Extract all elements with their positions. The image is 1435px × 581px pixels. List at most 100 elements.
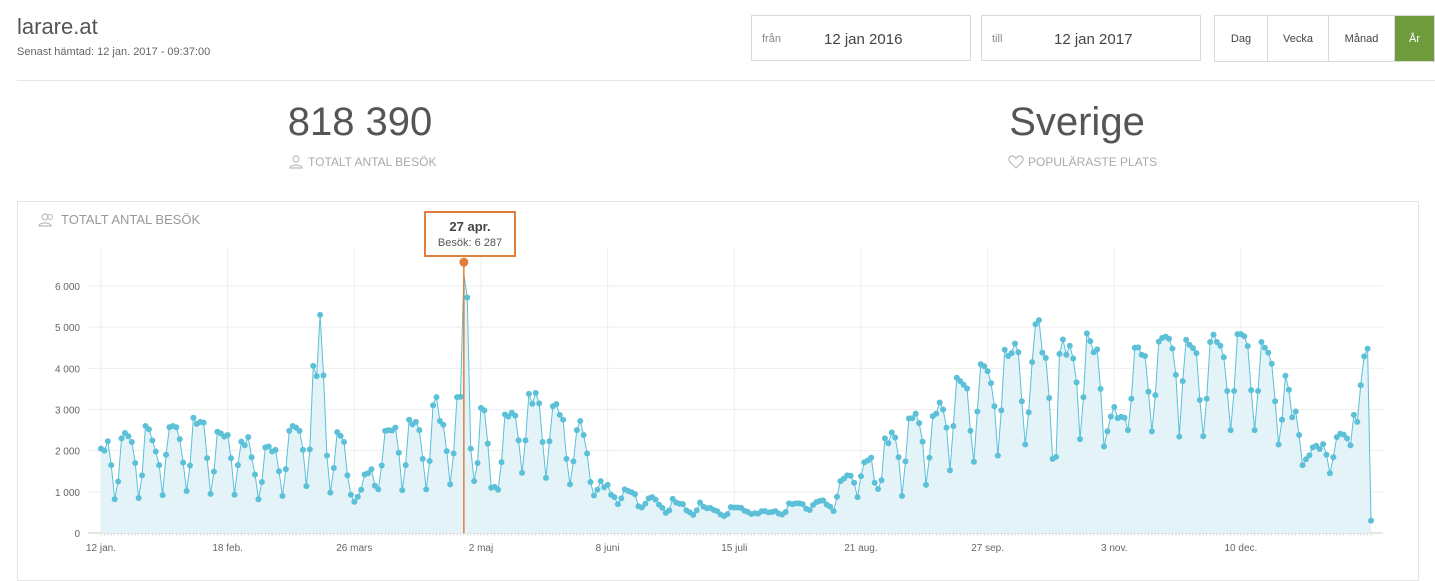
period-year-button[interactable]: År	[1395, 16, 1434, 61]
data-point	[577, 418, 584, 425]
data-point	[519, 469, 526, 476]
data-point	[1059, 336, 1066, 343]
data-point	[1368, 517, 1374, 524]
data-point	[1244, 343, 1251, 350]
data-point	[998, 407, 1005, 414]
date-from-value[interactable]: 12 jan 2016	[824, 31, 903, 48]
users-icon	[38, 212, 53, 227]
data-point	[1070, 355, 1077, 362]
data-point	[902, 458, 909, 465]
data-point	[139, 472, 146, 479]
data-point	[228, 455, 235, 462]
data-point	[1001, 346, 1008, 353]
data-point	[187, 462, 194, 469]
data-point	[1046, 394, 1053, 401]
data-point	[974, 408, 981, 415]
data-point	[1066, 342, 1073, 349]
data-point	[207, 490, 214, 497]
data-point	[590, 492, 597, 499]
data-point	[888, 429, 895, 436]
data-point	[286, 427, 293, 434]
data-point	[1124, 427, 1131, 434]
period-day-button[interactable]: Dag	[1215, 16, 1268, 61]
data-point	[200, 419, 207, 426]
data-point	[919, 438, 926, 445]
date-to-field[interactable]: till 12 jan 2017	[981, 15, 1201, 61]
data-point	[111, 496, 118, 503]
data-point	[341, 439, 348, 446]
data-point	[522, 437, 529, 444]
data-point	[970, 458, 977, 465]
data-point	[666, 507, 673, 514]
data-point	[330, 464, 337, 471]
period-week-button[interactable]: Vecka	[1268, 16, 1329, 61]
data-point	[1248, 387, 1255, 394]
data-point	[981, 363, 988, 370]
data-point	[1073, 379, 1080, 386]
data-point	[1100, 443, 1107, 450]
data-point	[570, 458, 577, 465]
data-point	[1278, 416, 1285, 423]
data-point	[916, 420, 923, 427]
data-point	[416, 427, 423, 434]
x-tick-label: 21 aug.	[844, 543, 877, 554]
data-point	[1203, 395, 1210, 402]
data-point	[347, 491, 354, 498]
user-icon	[289, 155, 303, 169]
data-point	[1032, 321, 1039, 328]
data-point	[156, 462, 163, 469]
data-point	[1354, 418, 1361, 425]
data-point	[1039, 349, 1046, 356]
x-tick-label: 2 maj	[469, 543, 493, 554]
data-point	[412, 418, 419, 425]
data-point	[1179, 378, 1186, 385]
x-tick-label: 3 nov.	[1101, 543, 1128, 554]
data-point	[1063, 351, 1070, 358]
data-point	[553, 401, 560, 408]
date-from-field[interactable]: från 12 jan 2016	[751, 15, 971, 61]
period-selector: Dag Vecka Månad År	[1214, 15, 1435, 62]
data-point	[1316, 446, 1323, 453]
data-point	[484, 440, 491, 447]
data-point	[724, 511, 731, 518]
data-point	[176, 436, 183, 443]
site-name: larare.at	[17, 14, 98, 39]
last-fetched: Senast hämtad: 12 jan. 2017 - 09:37:00	[17, 46, 211, 58]
data-point	[1285, 386, 1292, 393]
date-to-value[interactable]: 12 jan 2017	[1054, 31, 1133, 48]
data-point	[135, 495, 142, 502]
data-point	[1193, 350, 1200, 357]
data-point	[652, 496, 659, 503]
y-tick-label: 4 000	[55, 364, 80, 375]
data-point	[1169, 345, 1176, 352]
data-point	[392, 424, 399, 431]
data-point	[344, 472, 351, 479]
data-point	[471, 478, 478, 485]
data-point	[204, 455, 211, 462]
x-tick-label: 26 mars	[336, 543, 372, 554]
top-place-label: POPULÄRASTE PLATS	[1008, 155, 1157, 169]
data-point	[125, 433, 132, 440]
data-point	[1330, 454, 1337, 461]
data-point	[423, 486, 430, 493]
data-point	[827, 503, 834, 510]
chart-tooltip: 27 apr. Besök: 6 287	[424, 211, 516, 257]
data-point	[1094, 346, 1101, 353]
data-point	[936, 399, 943, 406]
data-point	[946, 467, 953, 474]
data-point	[224, 432, 231, 439]
data-point	[1176, 433, 1183, 440]
y-tick-label: 2 000	[55, 447, 80, 458]
data-point	[337, 432, 344, 439]
data-point	[1224, 387, 1231, 394]
data-point	[1210, 331, 1217, 338]
date-from-label: från	[762, 33, 781, 45]
y-tick-label: 5 000	[55, 323, 80, 334]
data-point	[128, 439, 135, 446]
data-point	[310, 362, 317, 369]
data-point	[351, 498, 358, 505]
data-point	[1357, 382, 1364, 389]
data-point	[820, 497, 827, 504]
period-month-button[interactable]: Månad	[1329, 16, 1395, 61]
